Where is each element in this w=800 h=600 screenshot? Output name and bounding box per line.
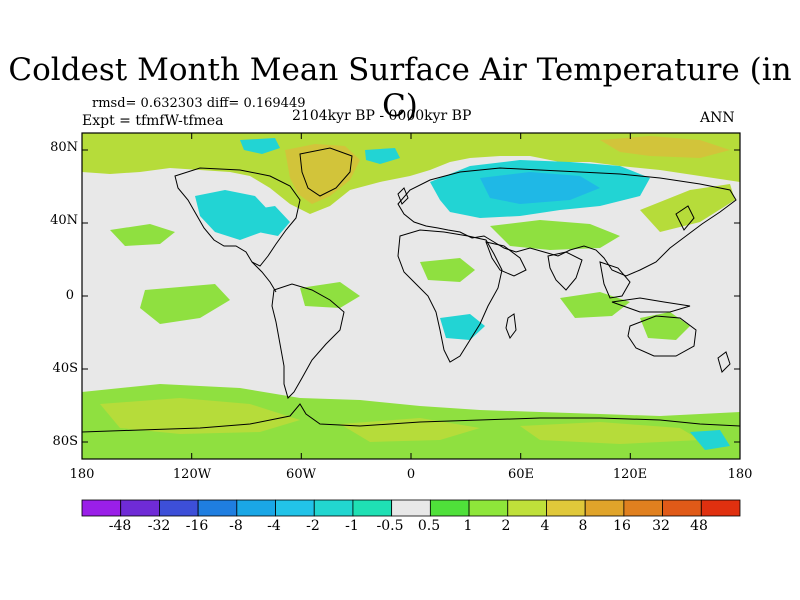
coastline-greenland [299,147,353,197]
chart-title: Coldest Month Mean Surface Air Temperatu… [8,52,792,124]
colorbar-swatch [546,499,586,517]
colorbar-swatch [81,499,122,517]
coastline-north-america [174,167,301,267]
colorbar-swatch [197,499,238,517]
anomaly-region-arctic-high [600,136,730,158]
x-tick-label: 180 [727,467,753,482]
y-tick-label: 0 [65,288,74,303]
anomaly-region-arctic [82,133,740,214]
anomaly-region-australia [640,312,690,340]
coastline-indonesia [611,297,691,313]
anomaly-region-asia-midlat [490,220,620,250]
colorbar-swatch [623,499,663,517]
anomaly-region-antarctica-high [100,398,300,434]
colorbar-label: -2 [306,518,320,534]
coastline-new-zealand [717,351,731,373]
colorbar-label: -4 [267,518,281,534]
anomaly-region-north-america [195,190,270,240]
colorbar-swatch [391,499,431,517]
x-tick-label: 60W [286,467,316,482]
colorbar-label: -0.5 [376,518,404,534]
anomaly-region-siberia-core [480,172,600,204]
coastline-antarctica [81,403,741,433]
season-text: ANN [700,110,735,126]
coastline-south-america [271,283,345,399]
y-tick-label: 80N [50,140,78,155]
anomaly-region-north-africa [420,258,475,282]
colorbar-label: 48 [690,518,708,534]
anomaly-region-pacific-nh [110,224,175,246]
colorbar-label: -16 [185,518,209,534]
coastline-japan [675,205,695,231]
stats-text: rmsd= 0.632303 diff= 0.169449 [92,96,306,111]
anomaly-region-indian-ocean [560,292,630,318]
colorbar-swatch [662,499,702,517]
coastline-central-america [251,261,277,293]
axis-ticks [81,133,741,459]
colorbar-swatch [507,499,547,517]
anomaly-region-arctic-blue2 [365,148,400,164]
colorbar-swatch [159,499,199,517]
colorbar-label: 2 [501,518,511,534]
period-text: 2104kyr BP - 0000kyr BP [292,108,472,124]
x-tick-label: 180 [69,467,95,482]
colorbar-swatch [700,499,741,517]
colorbar-label: 16 [613,518,631,534]
colorbar-swatch [584,499,625,517]
anomaly-region-antarctica-high2 [340,418,480,442]
x-tick-label: 0 [406,467,416,482]
colorbar-label: 0.5 [417,518,441,534]
anomaly-region-antarctica-high3 [520,422,700,444]
anomaly-region-pacific-eq [140,284,230,324]
coastline-madagascar [505,313,517,340]
y-tick-label: 80S [52,434,78,449]
colorbar-swatch [429,499,470,517]
x-tick-label: 120E [612,467,648,482]
coastline-arabia [485,241,527,277]
coastlines [81,147,741,433]
anomaly-region-atlantic-eq [300,282,360,308]
anomaly-region-east-asia [640,184,735,232]
coastline-southeast-asia [599,261,631,299]
colorbar-label: -1 [345,518,359,534]
experiment-text: Expt = tfmfW-tfmea [82,113,224,129]
anomaly-region-arctic-blue [240,138,280,154]
colorbar-label: -32 [147,518,171,534]
x-tick-label: 120W [172,467,212,482]
colorbar [81,499,741,517]
anomaly-region-antarctica-blue [690,430,730,450]
y-tick-label: 40S [52,361,78,376]
coastline-uk [397,187,409,205]
map-area [81,132,741,460]
y-tick-label: 40N [50,213,78,228]
coastline-australia [627,315,697,357]
anomaly-region-greenland [285,144,360,204]
colorbar-label: -48 [108,518,132,534]
colorbar-label: -8 [229,518,243,534]
coastline-africa [397,229,503,363]
colorbar-label: 4 [540,518,550,534]
colorbar-label: 8 [578,518,588,534]
colorbar-swatch [275,499,315,517]
colorbar-swatch [120,499,160,517]
colorbar-swatch [313,499,354,517]
colorbar-label: 1 [463,518,473,534]
colorbar-swatch [236,499,276,517]
coastline-eurasia [397,167,737,277]
colorbar-swatch [352,499,393,517]
anomaly-region-north-america-2 [250,206,290,236]
coastline-india [547,251,583,291]
colorbar-label: 32 [652,518,670,534]
x-tick-label: 60E [507,467,535,482]
colorbar-swatch [468,499,509,517]
